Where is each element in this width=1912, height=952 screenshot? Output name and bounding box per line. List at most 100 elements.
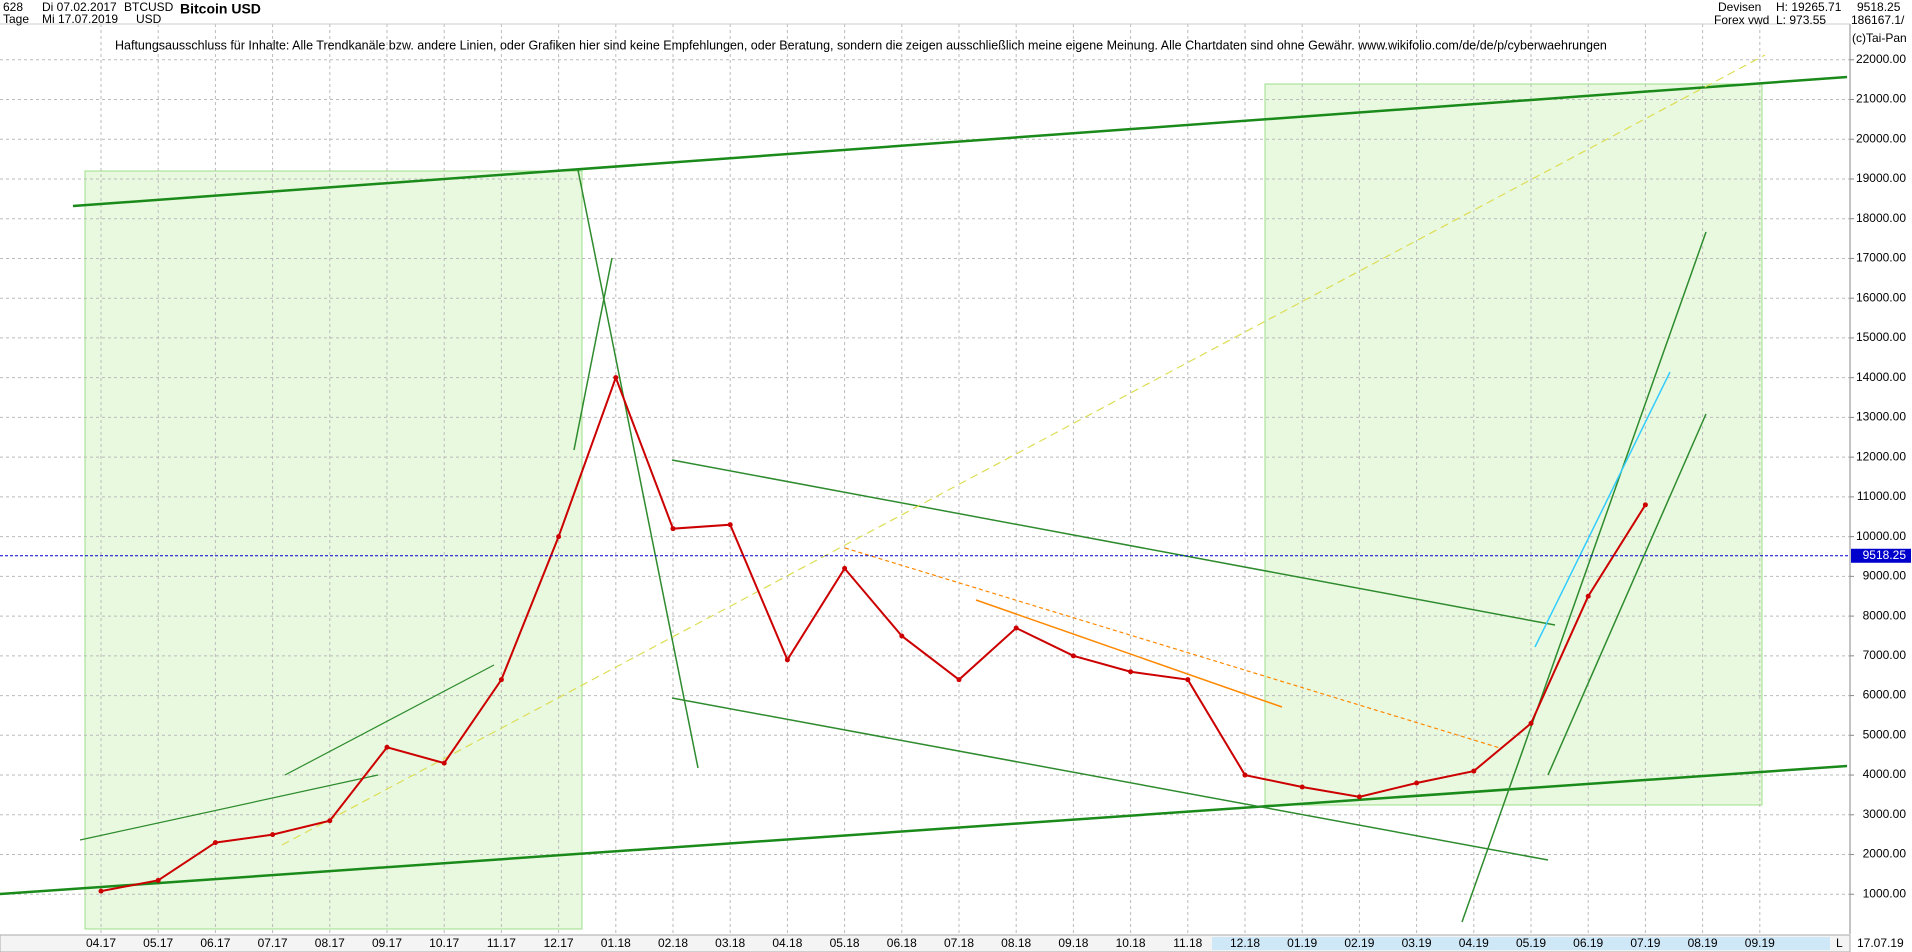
y-tick-label: 19000.00 [1856,171,1906,185]
y-tick-label: 13000.00 [1856,410,1906,424]
x-tick-label: 05.17 [143,936,173,950]
last-price-label: 9518.25 [1863,548,1907,562]
header-low: L: 973.55 [1776,13,1826,27]
price-point [1528,720,1534,726]
header-market: Devisen [1718,0,1761,14]
header-symbol: BTCUSD [124,0,174,14]
trend-line [975,599,1283,708]
trend-line [1547,413,1707,776]
end-date: 17.07.19 [1857,936,1904,950]
header-source: Forex vwd [1714,13,1769,27]
x-tick-label: 12.18 [1230,936,1260,950]
trend-line [1461,231,1707,923]
price-point [1185,677,1191,683]
x-tick-label: 09.19 [1745,936,1775,950]
x-tick-label: 08.19 [1688,936,1718,950]
y-tick-label: 15000.00 [1856,330,1906,344]
price-point [1070,653,1076,659]
y-tick-label: 7000.00 [1863,648,1907,662]
price-point [98,888,104,894]
x-tick-label: 11.17 [487,936,516,950]
header-date-from: Di 07.02.2017 [42,0,117,14]
trend-line [671,459,1556,626]
price-line [100,374,1647,893]
scroll-bar[interactable] [1212,937,1830,950]
y-tick-label: 4000.00 [1863,767,1907,781]
trend-line [844,547,1501,749]
trend-line [284,664,495,776]
price-point [956,677,962,683]
trend-line [281,54,1766,846]
price-point [212,840,218,846]
y-tick-label: 16000.00 [1856,290,1906,304]
x-tick-label: 11.18 [1173,936,1202,950]
x-tick-label: 07.17 [258,936,288,950]
x-tick-label: 03.18 [715,936,745,950]
header-bar [0,0,1912,24]
price-point [613,375,619,381]
x-tick-label: 07.18 [944,936,974,950]
x-tick-label: 05.18 [830,936,860,950]
header-period[interactable]: Tage [3,12,29,26]
price-point [384,744,390,750]
header-last: 9518.25 [1857,0,1901,14]
scale-mode[interactable]: L [1836,936,1843,950]
trend-line [671,697,1549,861]
x-tick-label: 01.19 [1287,936,1317,950]
y-axis-panel [1850,0,1912,952]
header-id: 628 [3,0,23,14]
y-tick-label: 9000.00 [1863,569,1907,583]
price-point [1585,593,1591,599]
box [1264,83,1763,806]
plot [98,374,1648,894]
y-tick-label: 21000.00 [1856,92,1906,106]
last-price-box [1851,548,1911,563]
x-tick-label: 07.19 [1630,936,1660,950]
y-tick-label: 1000.00 [1863,886,1907,900]
disclaimer: Haftungsausschluss für Inhalte: Alle Tre… [115,38,1607,52]
header-currency: USD [136,12,162,26]
price-point [842,565,848,571]
x-tick-label: 08.18 [1001,936,1031,950]
trend-lines [0,54,1848,923]
price-point [1414,780,1420,786]
price-point [1299,784,1305,790]
x-tick-label: 05.19 [1516,936,1546,950]
price-point [727,522,733,528]
price-point [155,877,161,883]
price-point [441,760,447,766]
trend-line [577,169,699,769]
y-tick-label: 17000.00 [1856,251,1906,265]
x-tick-label: 08.17 [315,936,345,950]
copyright: (c)Tai-Pan [1852,31,1907,45]
x-tick-label: 09.17 [372,936,402,950]
y-tick-label: 6000.00 [1863,688,1907,702]
price-point [1128,669,1134,675]
x-tick-label: 06.18 [887,936,917,950]
x-tick-label: 01.18 [601,936,631,950]
price-point [1013,625,1019,631]
y-tick-label: 14000.00 [1856,370,1906,384]
price-point [1642,502,1648,508]
price-point [556,534,562,540]
x-tick-label: 04.18 [772,936,802,950]
header-title: Bitcoin USD [180,1,261,17]
x-tick-label: 06.17 [200,936,230,950]
y-tick-label: 22000.00 [1856,52,1906,66]
trend-line [0,764,1848,896]
y-tick-label: 2000.00 [1863,847,1907,861]
trend-line [573,257,613,451]
y-tick-label: 12000.00 [1856,449,1906,463]
y-tick-label: 3000.00 [1863,807,1907,821]
x-tick-label: 10.17 [429,936,459,950]
y-tick-label: 20000.00 [1856,131,1906,145]
price-point [1471,768,1477,774]
header-date-to: Mi 17.07.2019 [42,12,118,26]
price-point [899,633,905,639]
price-point [784,657,790,663]
box [84,170,583,930]
price-point [270,832,276,838]
x-tick-label: 04.17 [86,936,116,950]
x-tick-label: 10.18 [1116,936,1146,950]
trend-line [79,774,379,841]
